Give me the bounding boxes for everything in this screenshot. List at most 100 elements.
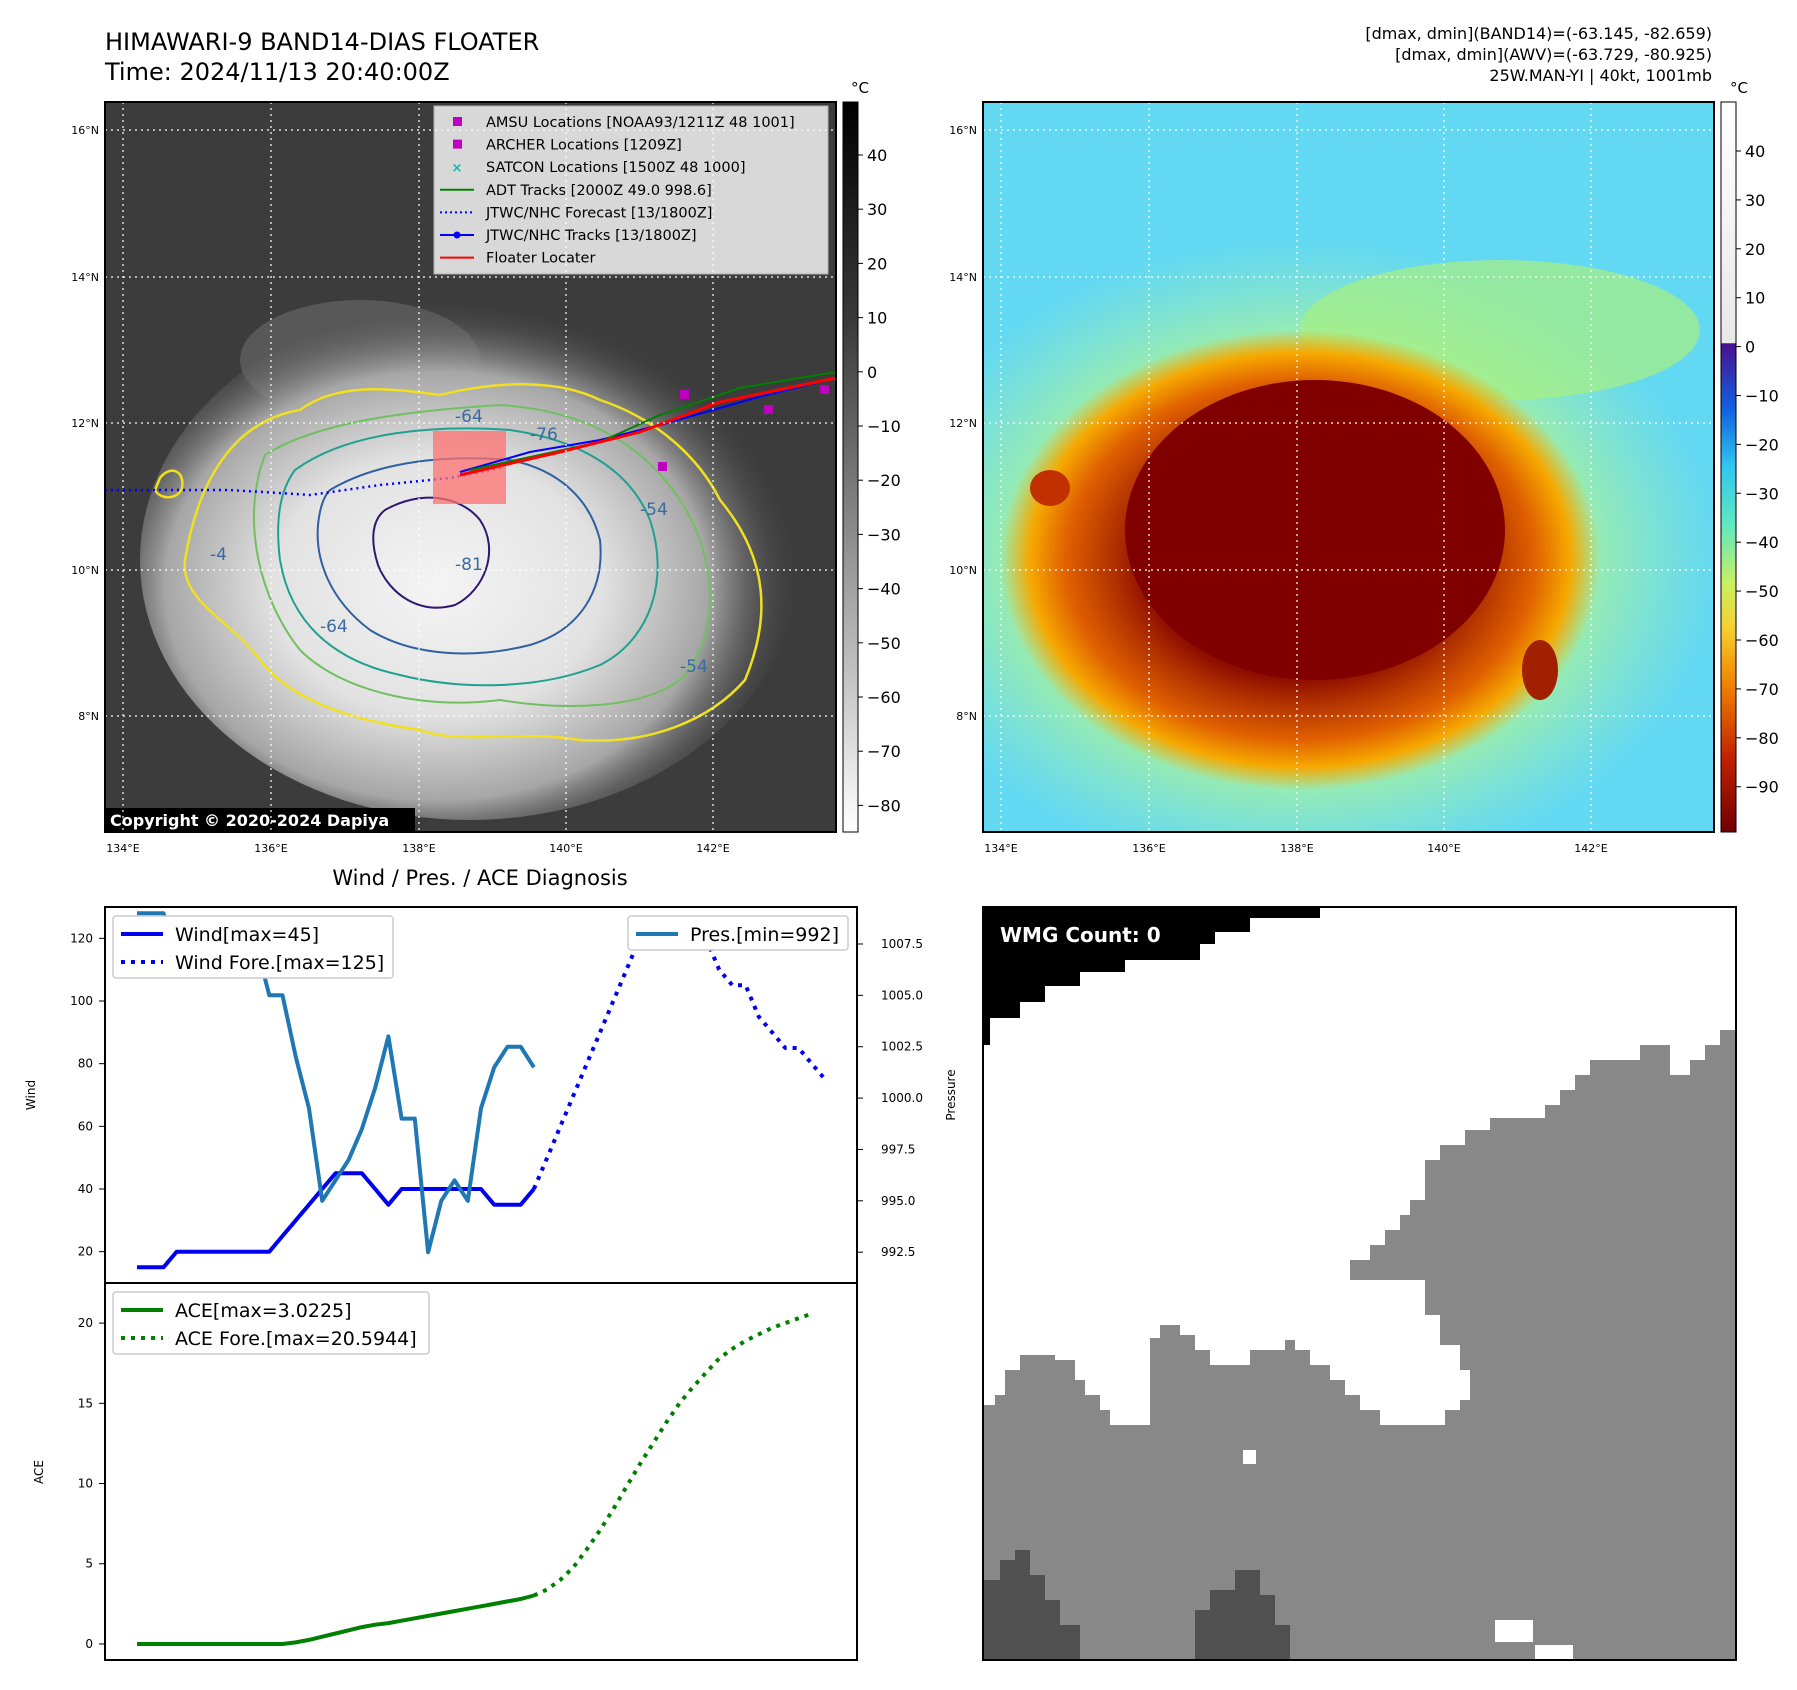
- ir-island-contour: [153, 469, 184, 499]
- legend-item: JTWC/NHC Forecast [13/1800Z]: [440, 205, 712, 221]
- diagnosis-title: Wind / Pres. / ACE Diagnosis: [332, 866, 627, 890]
- contour-label: -64: [455, 407, 483, 427]
- lon-label: 136°E: [1132, 842, 1165, 855]
- wmg-count-label: WMG Count: 0: [1000, 923, 1161, 947]
- contour-label: -4: [210, 545, 227, 565]
- wv-lon-labels: 134°E 136°E 138°E 140°E 142°E: [984, 842, 1607, 855]
- lat-label: 16°N: [71, 124, 99, 137]
- ir-lon-labels: 134°E 136°E 138°E 140°E 142°E: [106, 842, 729, 855]
- lat-label: 12°N: [949, 417, 977, 430]
- y-tick-label: 80: [78, 1057, 93, 1071]
- y-tick-label: 100: [70, 994, 93, 1008]
- contour-label: -54: [680, 657, 708, 677]
- ir-contour-light-green: [253, 403, 711, 707]
- y-tick-label: 60: [78, 1119, 93, 1133]
- colorbar-tick-label: −10: [867, 417, 901, 436]
- lat-label: 14°N: [949, 271, 977, 284]
- lon-label: 140°E: [1427, 842, 1460, 855]
- legend-item: ARCHER Locations [1209Z]: [453, 138, 682, 154]
- legend-item: ADT Tracks [2000Z 49.0 998.6]: [440, 183, 712, 199]
- ir-contour-yellow: [183, 383, 763, 742]
- amsu-marker: [658, 462, 667, 471]
- copyright-box: [105, 808, 415, 832]
- wv-gridlines: [983, 102, 1714, 832]
- wmg-gray-region-east: [983, 1030, 1736, 1660]
- ir-track-jtwc: [459, 377, 836, 473]
- y-tick-label: 20: [78, 1245, 93, 1259]
- colorbar-tick-label: −80: [1745, 729, 1779, 748]
- ir-lat-labels: 16°N 14°N 12°N 10°N 8°N: [71, 124, 99, 723]
- wv-map-frame: [982, 101, 1715, 833]
- colorbar-tick-label: −80: [867, 796, 901, 815]
- colorbar-tick-label: 30: [1745, 191, 1765, 210]
- legend-label: JTWC/NHC Tracks [13/1800Z]: [485, 228, 697, 244]
- chart-legend-label: Wind Fore.[max=125]: [175, 952, 384, 974]
- y-tick-label: 15: [78, 1396, 93, 1410]
- series-line: [533, 1311, 813, 1598]
- chart-legend-box: [112, 1291, 430, 1355]
- lon-label: 134°E: [106, 842, 139, 855]
- series-line: [137, 1593, 535, 1646]
- info-line2: [dmax, dmin](AWV)=(-63.729, -80.925): [1395, 45, 1712, 64]
- legend-label: SATCON Locations [1500Z 48 1000]: [486, 160, 745, 176]
- y-tick-label: 40: [78, 1182, 93, 1196]
- copyright-text: Copyright © 2020-2024 Dapiya: [110, 811, 389, 830]
- lat-label: 10°N: [71, 564, 99, 577]
- wv-colorbar: °C 40 30 20 10 0 −10 −20 −30 −40 −50 −60 −70 −80 −90: [1720, 79, 1779, 833]
- archer-marker: [680, 390, 689, 399]
- y-tick-label: 0: [85, 1637, 93, 1651]
- ir-contour-labels: -64 -76 -54 -81 -64 -4 -54: [210, 407, 708, 677]
- y-tick-label: 10: [78, 1477, 93, 1491]
- lon-label: 140°E: [549, 842, 582, 855]
- ir-map-panel: Copyright © 2020-2024 Dapiya -64 -76 -54 -8…: [71, 101, 837, 855]
- y-right-tick-label: 1002.5: [881, 1040, 923, 1054]
- legend-item: × SATCON Locations [1500Z 48 1000]: [452, 160, 746, 176]
- colorbar-tick-label: −20: [867, 471, 901, 490]
- colorbar-tick-label: 30: [867, 200, 887, 219]
- y-right-tick-label: 995.0: [881, 1194, 915, 1208]
- legend-box: [433, 105, 829, 275]
- legend-marker-dot: [453, 231, 461, 239]
- colorbar-tick-label: 20: [1745, 240, 1765, 259]
- y-tick-label: 120: [70, 931, 93, 945]
- legend-item: AMSU Locations [NOAA93/1211Z 48 1001]: [453, 115, 795, 131]
- colorbar-tick-label: 10: [1745, 289, 1765, 308]
- wv-cell: [1522, 640, 1558, 700]
- lon-label: 138°E: [1280, 842, 1313, 855]
- wind-pressure-chart: 20 40 60 80 100 120 992.5 995.0 997.5 1000.0 1002.…: [24, 906, 958, 1284]
- legend-marker-x: ×: [452, 161, 463, 176]
- legend-label: ARCHER Locations [1209Z]: [486, 138, 682, 154]
- colorbar-tick-label: −90: [1745, 778, 1779, 797]
- lat-label: 14°N: [71, 271, 99, 284]
- wmg-panel: WMG Count: 0: [982, 906, 1737, 1661]
- wv-cell: [1030, 470, 1070, 506]
- wv-lat-labels: 16°N 14°N 12°N 10°N 8°N: [949, 124, 977, 723]
- wmg-dark-region-center: [1195, 1570, 1290, 1660]
- colorbar-tick-label: −20: [1745, 435, 1779, 454]
- ir-colorbar-ramp: [842, 101, 859, 833]
- chart-legend-box: [627, 915, 849, 951]
- lat-label: 12°N: [71, 417, 99, 430]
- colorbar-tick-label: −50: [1745, 582, 1779, 601]
- lat-label: 10°N: [949, 564, 977, 577]
- lat-label: 16°N: [949, 124, 977, 137]
- lon-label: 142°E: [1574, 842, 1607, 855]
- legend-marker-square: [453, 139, 462, 149]
- ir-track-floater: [459, 376, 836, 477]
- colorbar-tick-label: −70: [867, 742, 901, 761]
- wmg-black-region: [983, 907, 1320, 1045]
- colorbar-tick-label: −30: [1745, 484, 1779, 503]
- ace-ylabel: ACE: [32, 1460, 46, 1484]
- wv-map-panel: 16°N 14°N 12°N 10°N 8°N 134°E 136°E 138°E 140°E…: [949, 101, 1715, 855]
- legend-label: JTWC/NHC Forecast [13/1800Z]: [485, 205, 712, 221]
- chart-legend-label: Wind[max=45]: [175, 924, 319, 946]
- colorbar-tick-label: −60: [867, 688, 901, 707]
- colorbar-tick-label: −60: [1745, 631, 1779, 650]
- legend-marker-square: [453, 117, 462, 126]
- wmg-white-hole: [1495, 1620, 1533, 1642]
- archer-marker: [764, 405, 773, 414]
- ir-legend: AMSU Locations [NOAA93/1211Z 48 1001] ARC…: [433, 105, 829, 275]
- y-right-tick-label: 992.5: [881, 1245, 915, 1259]
- wmg-white-hole: [1243, 1450, 1256, 1464]
- colorbar-tick-label: 0: [1745, 338, 1755, 357]
